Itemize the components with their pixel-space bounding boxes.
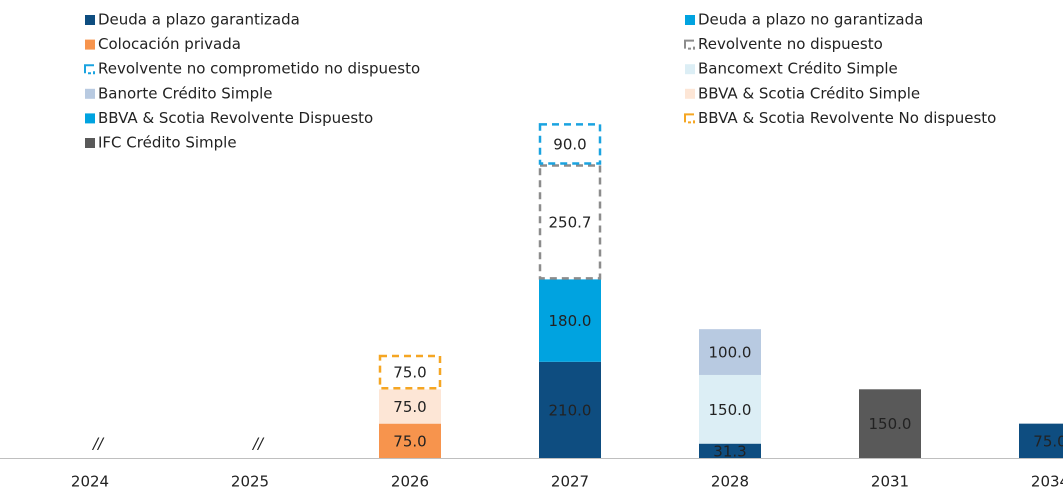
bar-segment	[859, 389, 921, 458]
data-label: 90.0	[553, 135, 586, 153]
x-tick-label: 2027	[551, 473, 589, 491]
legend-swatch	[688, 44, 695, 50]
legend-label: BBVA & Scotia Revolvente No dispuesto	[698, 109, 996, 127]
legend-label: Bancomext Crédito Simple	[698, 60, 898, 78]
bar-segment	[1019, 423, 1063, 458]
bar-segment	[538, 123, 602, 165]
x-tick-label: 2034	[1031, 473, 1063, 491]
legend-label: Revolvente no comprometido no dispuesto	[98, 60, 420, 78]
legend-swatch	[85, 138, 95, 148]
break-mark: //	[91, 435, 105, 453]
data-label: 180.0	[549, 312, 592, 330]
legend-swatch	[88, 69, 95, 75]
legend-swatch	[685, 88, 695, 99]
legend-swatch	[85, 15, 95, 25]
bar-segment	[379, 423, 441, 458]
x-tick-label: 2028	[711, 473, 749, 491]
legend-label: Deuda a plazo no garantizada	[698, 11, 923, 29]
bar-segment	[379, 389, 441, 424]
legend-label: BBVA & Scotia Revolvente Dispuesto	[98, 109, 373, 127]
data-label: 210.0	[549, 401, 592, 419]
legend-label: Deuda a plazo garantizada	[98, 11, 300, 29]
data-label: 75.0	[1033, 432, 1063, 450]
data-label: 75.0	[393, 364, 426, 382]
data-label: 75.0	[393, 398, 426, 416]
legend-swatch	[688, 118, 695, 124]
legend-swatch	[684, 113, 694, 123]
legend-swatch	[684, 39, 694, 49]
x-tick-label: 2025	[231, 473, 269, 491]
legend-label: Revolvente no dispuesto	[698, 35, 883, 53]
bar-segment	[699, 374, 761, 444]
legend-swatch	[85, 88, 95, 99]
data-label: 31.3	[713, 442, 746, 460]
bar-segment	[539, 279, 601, 362]
legend-swatch	[85, 39, 95, 50]
x-tick-label: 2031	[871, 473, 909, 491]
data-label: 100.0	[709, 344, 752, 362]
legend-swatch	[84, 64, 94, 74]
legend-swatch	[685, 64, 695, 75]
bar-segment	[538, 164, 602, 280]
data-label: 75.0	[393, 432, 426, 450]
x-tick-label: 2026	[391, 473, 429, 491]
data-label: 250.7	[549, 213, 592, 231]
break-mark: //	[251, 435, 265, 453]
data-label: 150.0	[709, 401, 752, 419]
legend-label: Banorte Crédito Simple	[98, 84, 273, 102]
bar-segment	[699, 443, 761, 458]
legend-label: BBVA & Scotia Crédito Simple	[698, 84, 920, 102]
bar-segment	[699, 329, 761, 375]
bar-segment	[378, 354, 442, 390]
bar-segment	[539, 361, 601, 458]
legend-swatch	[85, 113, 95, 124]
legend-label: IFC Crédito Simple	[98, 134, 237, 152]
legend-label: Colocación privada	[98, 35, 241, 53]
data-label: 150.0	[869, 415, 912, 433]
legend-swatch	[685, 15, 695, 25]
x-tick-label: 2024	[71, 473, 109, 491]
